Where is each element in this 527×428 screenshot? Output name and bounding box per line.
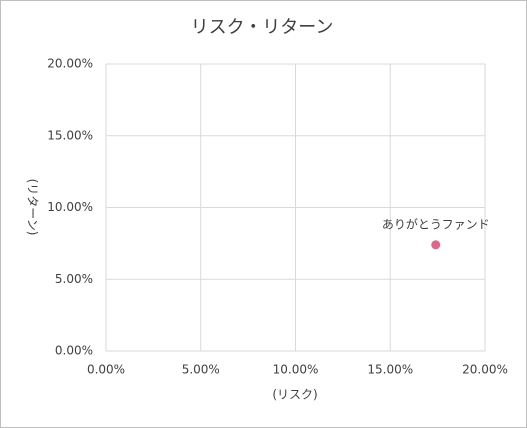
point [431, 240, 441, 250]
y-axis-title: (リターン) [26, 179, 40, 236]
y-tick-label: 0.00% [55, 344, 93, 358]
chart-title: リスク・リターン [191, 17, 334, 38]
x-tick-label: 10.00% [273, 363, 319, 377]
x-tick-label: 0.00% [87, 363, 125, 377]
x-axis-title: (リスク) [272, 388, 317, 402]
data-label: ありがとうファンド [382, 216, 490, 231]
y-tick-label: 10.00% [47, 200, 93, 214]
y-tick-label: 20.00% [47, 57, 93, 71]
y-tick-label: 5.00% [55, 272, 93, 286]
x-tick-label: 20.00% [462, 363, 508, 377]
x-tick-label: 15.00% [367, 363, 413, 377]
x-tick-label: 5.00% [182, 363, 220, 377]
y-tick-label: 15.00% [47, 128, 93, 142]
